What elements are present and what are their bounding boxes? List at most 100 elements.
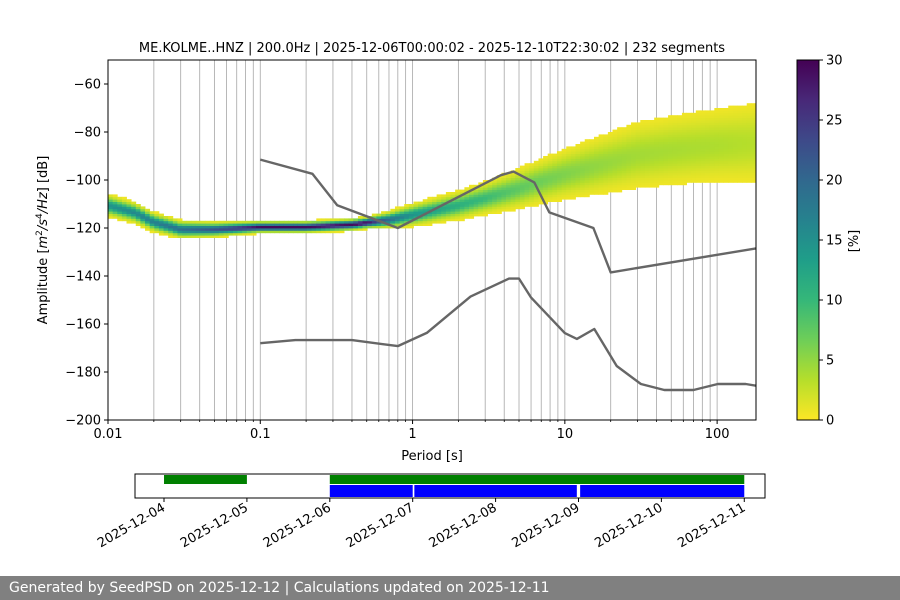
heatmap-cell [538, 172, 544, 176]
heatmap-cell [723, 136, 729, 140]
heatmap-cell [654, 160, 660, 164]
heatmap-cell [631, 127, 637, 130]
heatmap-cell [445, 192, 451, 195]
heatmap-cell [681, 139, 687, 142]
heatmap-cell [209, 223, 215, 226]
heatmap-cell [441, 206, 447, 210]
heatmap-cell [691, 139, 697, 142]
heatmap-cell [691, 172, 697, 176]
heatmap-cell [728, 122, 734, 126]
heatmap-cell [723, 163, 729, 166]
heatmap-cell [714, 156, 720, 159]
heatmap-cell [728, 141, 734, 145]
colorbar-tick-label: 5 [826, 354, 834, 369]
heatmap-cell [631, 156, 637, 159]
heatmap-cell [519, 172, 525, 176]
heatmap-cell [612, 177, 618, 181]
heatmap-cell [195, 225, 201, 229]
heatmap-cell [418, 208, 424, 212]
heatmap-cell [626, 148, 632, 152]
heatmap-cell [589, 175, 595, 178]
y-tick-label: −60 [74, 78, 101, 93]
heatmap-cell [140, 216, 146, 219]
heatmap-cell [302, 225, 308, 229]
heatmap-cell [737, 175, 743, 178]
heatmap-cell [728, 158, 734, 162]
heatmap-cell [325, 230, 331, 234]
heatmap-cell [478, 189, 484, 193]
heatmap-cell [381, 223, 387, 226]
heatmap-cell [631, 170, 637, 174]
heatmap-cell [445, 206, 451, 210]
heatmap-cell [700, 160, 706, 164]
heatmap-cell [441, 220, 447, 224]
heatmap-cell [723, 151, 729, 154]
heatmap-cell [145, 228, 151, 231]
heatmap-cell [723, 117, 729, 121]
heatmap-cell [705, 117, 711, 121]
heatmap-cell [705, 129, 711, 133]
heatmap-cell [584, 139, 590, 142]
heatmap-cell [492, 199, 498, 202]
heatmap-cell [672, 124, 678, 128]
heatmap-cell [663, 136, 669, 140]
heatmap-cell [237, 225, 243, 229]
heatmap-cell [121, 201, 127, 205]
heatmap-cell [589, 184, 595, 188]
heatmap-cell [617, 132, 623, 135]
heatmap-cell [195, 230, 201, 234]
heatmap-cell [422, 223, 428, 226]
heatmap-cell [589, 165, 595, 169]
heatmap-cell [718, 120, 724, 123]
heatmap-cell [422, 206, 428, 210]
heatmap-cell [519, 204, 525, 207]
heatmap-cell [594, 168, 600, 171]
heatmap-cell [131, 218, 137, 222]
heatmap-cell [455, 216, 461, 219]
heatmap-cell [718, 180, 724, 183]
heatmap-cell [334, 223, 340, 226]
heatmap-cell [742, 163, 748, 166]
heatmap-cell [603, 168, 609, 171]
heatmap-cell [617, 177, 623, 181]
heatmap-cell [681, 117, 687, 121]
heatmap-cell [607, 141, 613, 145]
heatmap-cell [709, 165, 715, 169]
heatmap-cell [445, 211, 451, 214]
heatmap-cell [705, 177, 711, 181]
heatmap-cell [714, 134, 720, 138]
heatmap-cell [612, 182, 618, 186]
heatmap-cell [644, 160, 650, 164]
heatmap-cell [496, 192, 502, 195]
heatmap-cell [566, 148, 572, 152]
heatmap-cell [751, 160, 756, 164]
heatmap-cell [371, 213, 377, 217]
heatmap-cell [658, 127, 664, 130]
heatmap-cell [723, 148, 729, 152]
heatmap-cell [418, 206, 424, 210]
heatmap-cell [418, 218, 424, 222]
heatmap-cell [506, 187, 512, 190]
heatmap-cell [131, 216, 137, 219]
heatmap-cell [746, 170, 752, 174]
heatmap-cell [543, 182, 549, 186]
heatmap-cell [566, 146, 572, 150]
heatmap-cell [205, 228, 211, 231]
heatmap-cell [496, 211, 502, 214]
y-tick-label: −120 [65, 222, 101, 237]
noise-models [259, 158, 756, 392]
heatmap-cell [584, 180, 590, 183]
heatmap-cell [700, 129, 706, 133]
heatmap-cell [737, 151, 743, 154]
heatmap-cell [334, 220, 340, 224]
heatmap-cell [575, 165, 581, 169]
heatmap-cell [455, 204, 461, 207]
heatmap-cell [640, 158, 646, 162]
heatmap-cell [746, 122, 752, 126]
heatmap-cell [556, 172, 562, 176]
heatmap-cell [390, 208, 396, 212]
heatmap-cell [547, 165, 553, 169]
y-label-exp2: 4 [35, 213, 45, 219]
heatmap-cell [529, 189, 535, 193]
heatmap-cell [432, 196, 438, 200]
